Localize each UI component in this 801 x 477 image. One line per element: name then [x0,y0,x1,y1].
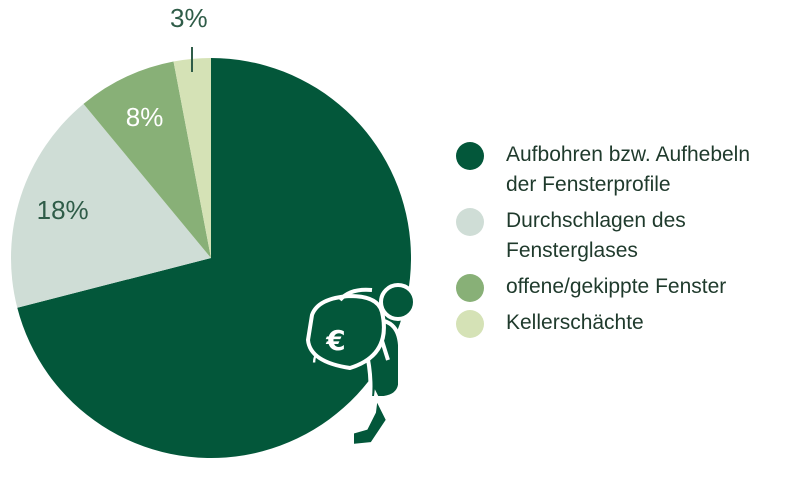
legend-label-line1: Kellerschächte [506,311,644,334]
legend-item: Aufbohren bzw. Aufhebeln der Fensterprof… [456,140,796,200]
pie-slice-label: 18% [37,195,89,225]
legend-label-line1: Aufbohren bzw. Aufhebeln [506,143,751,166]
legend-item: Durchschlagen des Fensterglases [456,206,796,266]
pie-slices [11,58,412,458]
euro-symbol: € [325,324,345,357]
legend-label-line1: offene/gekippte Fenster [506,275,727,298]
legend-item: Kellerschächte [456,308,796,338]
legend-label-line1: Durchschlagen des [506,209,686,232]
legend: Aufbohren bzw. Aufhebeln der Fensterprof… [456,140,796,344]
pie-slice [17,58,412,458]
legend-swatch [456,310,484,338]
legend-item: offene/gekippte Fenster [456,272,796,302]
legend-label-line2: der Fensterprofile [506,173,671,196]
pie-slice [83,61,211,259]
pie-slice [11,103,212,308]
thief-with-money-bag-icon: € [305,283,417,449]
legend-swatch [456,208,484,236]
legend-label-line2: Fensterglases [506,239,638,262]
pie-slice-label: 3% [170,3,208,33]
pie-slice [173,58,211,258]
legend-swatch [456,142,484,170]
pie-slice-label: 8% [126,102,164,132]
legend-swatch [456,274,484,302]
